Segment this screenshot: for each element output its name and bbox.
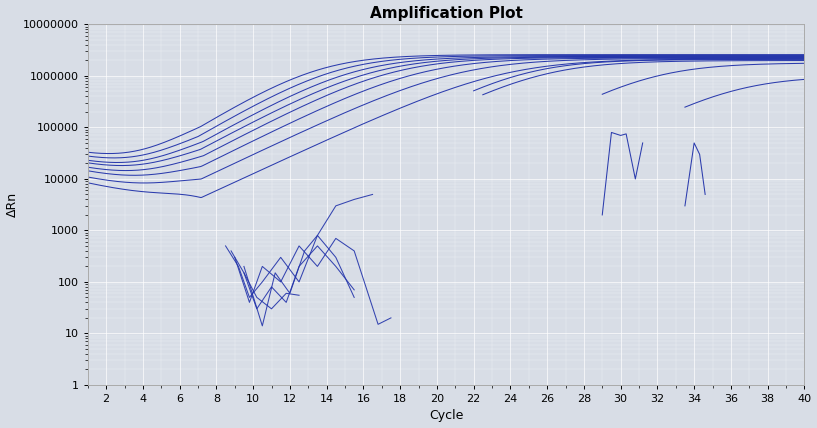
X-axis label: Cycle: Cycle	[429, 410, 463, 422]
Y-axis label: ΔRn: ΔRn	[6, 192, 19, 217]
Title: Amplification Plot: Amplification Plot	[369, 6, 523, 21]
